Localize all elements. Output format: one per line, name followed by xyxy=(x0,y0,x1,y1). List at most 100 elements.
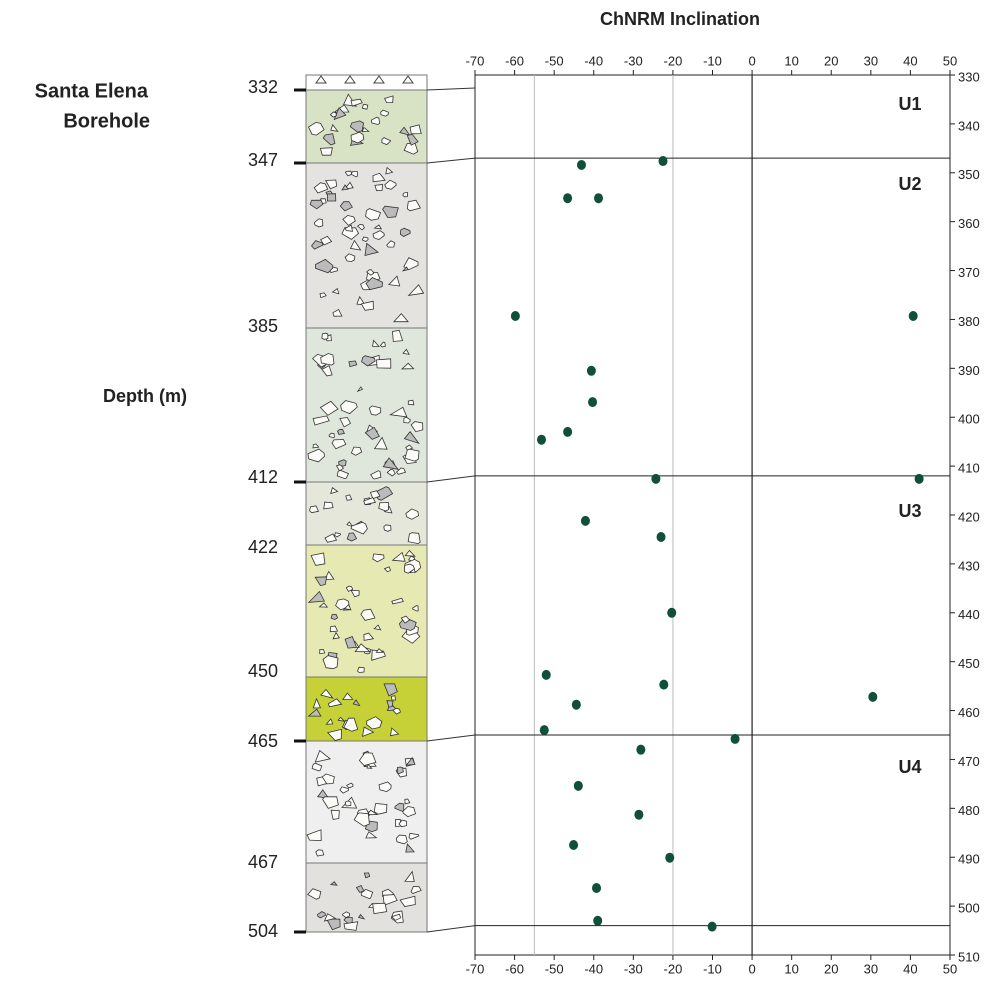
clast xyxy=(382,894,398,906)
clast xyxy=(400,615,411,624)
x-tick-label: 50 xyxy=(943,53,957,68)
x-tick-label: -70 xyxy=(466,53,485,68)
clast xyxy=(399,895,416,907)
clast xyxy=(364,242,379,257)
x-tick-label: 10 xyxy=(784,961,798,976)
clast xyxy=(309,199,324,210)
unit-label: U3 xyxy=(898,501,921,521)
x-tick-label: -10 xyxy=(703,961,722,976)
clast xyxy=(358,752,377,766)
clast xyxy=(327,698,343,708)
x-tick-label: -10 xyxy=(703,53,722,68)
data-point xyxy=(588,397,598,408)
clast xyxy=(412,605,419,612)
clast xyxy=(312,697,322,709)
clast xyxy=(356,386,364,393)
clast xyxy=(409,124,422,135)
clast xyxy=(321,365,333,377)
clast xyxy=(320,353,335,366)
x-tick-label: 20 xyxy=(824,53,838,68)
clast xyxy=(311,762,323,772)
data-point xyxy=(576,159,586,170)
data-point xyxy=(730,733,740,744)
clast xyxy=(339,201,353,212)
clast xyxy=(306,829,322,842)
clast xyxy=(312,415,330,426)
clast xyxy=(381,137,392,146)
clast xyxy=(400,362,415,370)
depth-label: 465 xyxy=(248,731,278,751)
clast xyxy=(344,635,358,649)
unit-label: U2 xyxy=(898,174,921,194)
clast xyxy=(313,182,329,194)
data-point xyxy=(571,699,581,710)
clast xyxy=(373,803,388,815)
y-tick-label: 480 xyxy=(958,803,980,818)
data-point xyxy=(573,780,583,791)
clast xyxy=(396,467,407,475)
x-tick-label: -50 xyxy=(545,53,564,68)
clast xyxy=(336,469,350,480)
clast xyxy=(366,716,383,730)
site-title: Borehole xyxy=(63,110,150,132)
clast xyxy=(334,532,341,538)
depth-label: 450 xyxy=(248,661,278,681)
clast xyxy=(310,240,324,250)
x-tick-label: 20 xyxy=(824,961,838,976)
plot-frame xyxy=(474,74,951,956)
clast xyxy=(375,648,384,653)
clast xyxy=(404,563,415,574)
clast xyxy=(382,457,400,470)
clast xyxy=(315,75,327,84)
clast xyxy=(314,576,328,587)
clast xyxy=(346,521,354,528)
clast xyxy=(410,421,424,433)
clast xyxy=(368,405,382,416)
clast xyxy=(343,603,352,611)
clast xyxy=(398,819,407,828)
data-point xyxy=(659,679,669,690)
clast xyxy=(384,95,394,104)
y-tick-label: 390 xyxy=(958,363,980,378)
data-point xyxy=(665,852,675,863)
clast xyxy=(364,426,380,440)
clast xyxy=(376,358,392,369)
x-tick-label: -30 xyxy=(624,961,643,976)
clast xyxy=(356,295,366,306)
clast xyxy=(350,171,358,178)
clast xyxy=(344,253,356,263)
clast xyxy=(383,524,392,532)
clast xyxy=(342,692,354,701)
clast xyxy=(319,292,327,299)
clast xyxy=(391,551,406,562)
clast xyxy=(330,487,339,495)
clast xyxy=(385,166,394,175)
clast xyxy=(343,921,359,931)
clast xyxy=(373,75,385,84)
clast xyxy=(307,121,325,136)
clast xyxy=(407,284,425,296)
data-point xyxy=(914,473,924,484)
x-tick-label: 40 xyxy=(903,53,917,68)
clast xyxy=(330,809,340,820)
clast xyxy=(366,269,375,276)
clast xyxy=(383,683,398,697)
clast xyxy=(339,417,352,428)
clast xyxy=(312,443,320,449)
clast xyxy=(388,275,401,287)
data-point xyxy=(537,434,546,445)
clast xyxy=(378,781,392,793)
clast xyxy=(407,399,415,406)
clast xyxy=(353,812,370,827)
x-tick-label: -60 xyxy=(505,961,524,976)
clast xyxy=(331,439,347,450)
clast xyxy=(323,913,337,922)
clast xyxy=(328,432,335,439)
x-tick-label: 50 xyxy=(943,961,957,976)
clast xyxy=(329,625,339,633)
clast xyxy=(324,179,338,190)
clast xyxy=(344,224,354,232)
clast xyxy=(333,107,347,121)
depth-label: 332 xyxy=(248,77,278,97)
clast xyxy=(403,416,411,424)
